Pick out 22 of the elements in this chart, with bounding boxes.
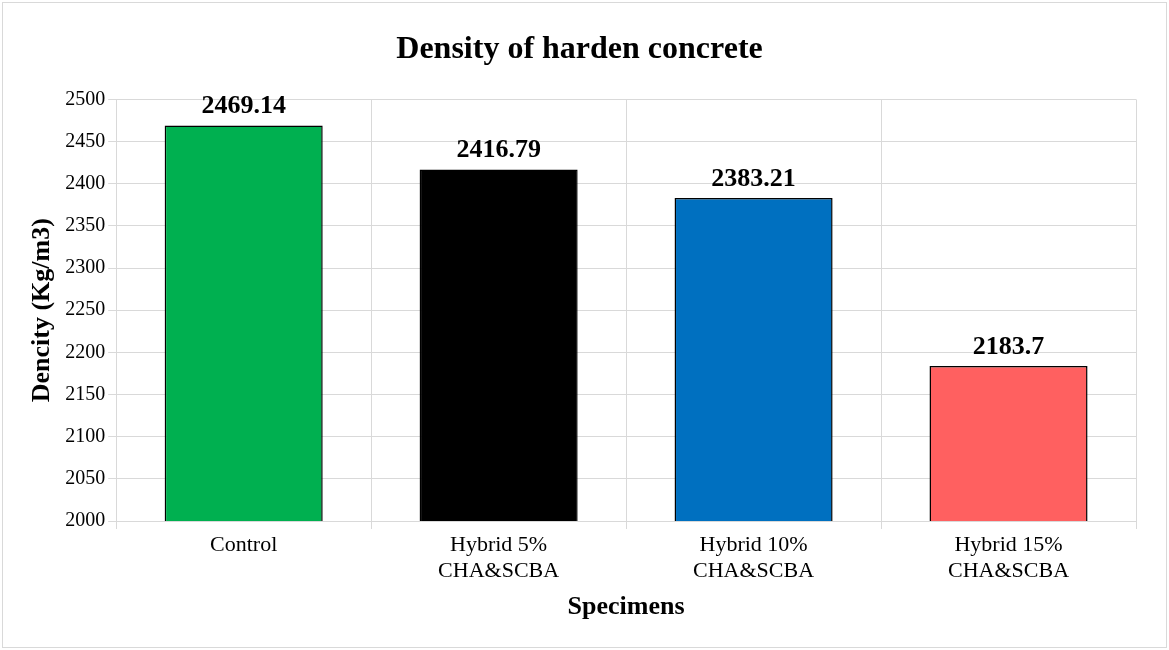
- chart-title: Density of harden concrete: [396, 29, 763, 66]
- x-tick-label: Control: [210, 530, 278, 556]
- data-label: 2183.7: [972, 330, 1045, 360]
- data-label: 2416.79: [456, 134, 541, 164]
- y-tick-label: 2450: [65, 128, 106, 151]
- y-tick-label: 2350: [65, 213, 106, 236]
- y-tick-label: 2400: [65, 170, 106, 193]
- y-tick-label: 2000: [65, 508, 106, 531]
- x-tick-label: Hybrid 15% CHA&SCBA: [948, 530, 1070, 583]
- y-tick-label: 2150: [65, 381, 106, 404]
- y-tick-label: 2200: [65, 339, 106, 362]
- y-axis-title: Dencity (Kg/m3): [26, 218, 56, 403]
- data-label: 2469.14: [201, 90, 286, 120]
- y-tick-label: 2100: [65, 423, 106, 446]
- y-tick-label: 2250: [65, 297, 106, 320]
- y-tick-label: 2300: [65, 255, 106, 278]
- x-tick-label: Hybrid 5% CHA&SCBA: [438, 530, 560, 583]
- x-tick-label: Hybrid 10% CHA&SCBA: [693, 530, 815, 583]
- y-tick-label: 2050: [65, 466, 106, 489]
- y-tick-label: 2500: [65, 86, 106, 109]
- x-axis-title: Specimens: [567, 591, 685, 621]
- data-label: 2383.21: [711, 162, 796, 192]
